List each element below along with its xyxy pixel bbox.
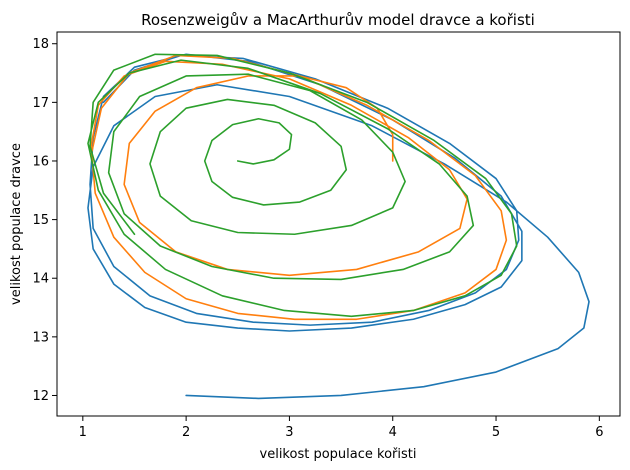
y-axis-label: velikost populace dravce — [9, 143, 24, 305]
y-tick-label: 18 — [32, 37, 49, 52]
chart-title: Rosenzweigův a MacArthurův model dravce … — [141, 11, 535, 29]
y-tick-label: 15 — [32, 213, 49, 228]
y-tick-label: 12 — [32, 389, 49, 404]
y-tick-label: 14 — [32, 272, 49, 287]
plot-area-frame — [56, 31, 621, 417]
y-tick-label: 13 — [32, 330, 49, 345]
series-layer — [87, 53, 590, 400]
y-tick-label: 16 — [32, 154, 49, 169]
x-tick-label: 5 — [492, 425, 500, 440]
series-line-2 — [90, 54, 508, 321]
x-tick-label: 3 — [285, 425, 293, 440]
series-line-3 — [87, 53, 518, 318]
y-tick-label: 17 — [32, 96, 49, 111]
x-tick-label: 4 — [389, 425, 397, 440]
series-line-1 — [87, 53, 590, 400]
x-tick-label: 2 — [182, 425, 190, 440]
x-tick-label: 1 — [79, 425, 87, 440]
x-axis-label: velikost populace kořisti — [260, 447, 417, 462]
x-tick-label: 6 — [595, 425, 603, 440]
